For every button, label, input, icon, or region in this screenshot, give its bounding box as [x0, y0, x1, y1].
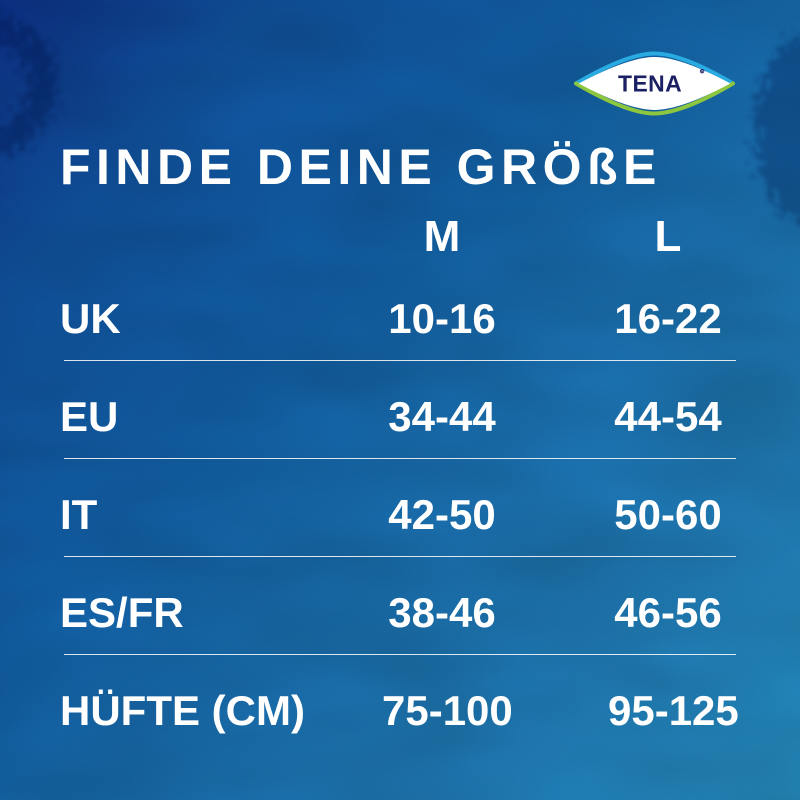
svg-text:R: R: [701, 70, 704, 74]
svg-text:TENA: TENA: [618, 70, 682, 96]
